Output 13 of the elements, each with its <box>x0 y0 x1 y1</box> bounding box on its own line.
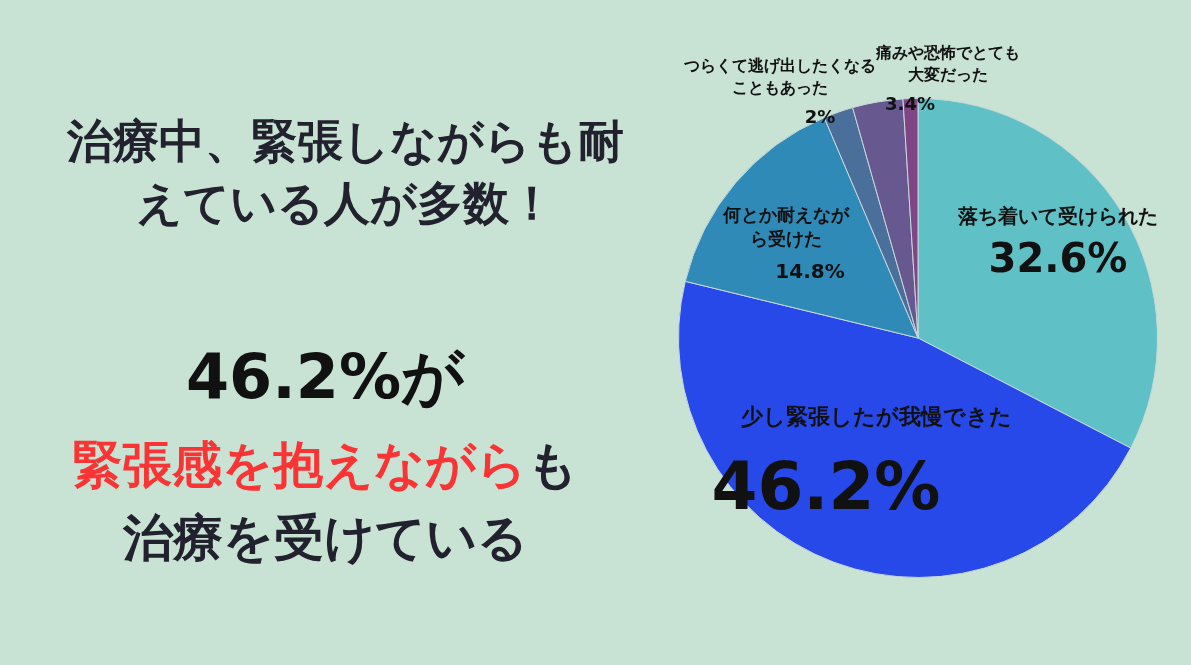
text: 治療を受けている <box>121 508 529 569</box>
slice-label: 何とか耐えながら受けた <box>722 203 850 249</box>
slice-label: 少し緊張したが我慢できた <box>740 403 1012 429</box>
data-label: 14.8% <box>775 259 845 284</box>
text: も <box>527 436 578 494</box>
slice-label: つらくて逃げ出したくなることもあった <box>683 56 876 97</box>
text: 緊張感を抱えながら <box>72 436 527 494</box>
data-label: 32.6% <box>988 235 1128 282</box>
text: 治療中、緊張しながらも耐えている人が多数！ <box>65 113 625 232</box>
text: 46.2%が <box>184 339 466 415</box>
slice-label: 落ち着いて受けられた <box>957 204 1158 229</box>
data-label: 2% <box>804 105 836 127</box>
slice-label: 痛みや恐怖でとても大変だった <box>875 43 1020 84</box>
